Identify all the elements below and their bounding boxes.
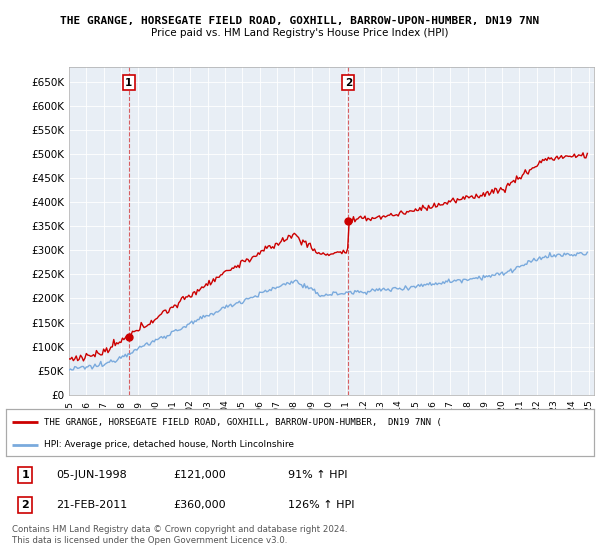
Text: 1: 1 xyxy=(125,78,133,87)
Text: £121,000: £121,000 xyxy=(173,470,226,480)
Text: £360,000: £360,000 xyxy=(173,500,226,510)
Text: 2: 2 xyxy=(345,78,352,87)
Text: 126% ↑ HPI: 126% ↑ HPI xyxy=(288,500,355,510)
Text: Price paid vs. HM Land Registry's House Price Index (HPI): Price paid vs. HM Land Registry's House … xyxy=(151,28,449,38)
Text: THE GRANGE, HORSEGATE FIELD ROAD, GOXHILL, BARROW-UPON-HUMBER,  DN19 7NN (: THE GRANGE, HORSEGATE FIELD ROAD, GOXHIL… xyxy=(44,418,442,427)
Text: 21-FEB-2011: 21-FEB-2011 xyxy=(56,500,127,510)
Text: 91% ↑ HPI: 91% ↑ HPI xyxy=(288,470,348,480)
Text: 1: 1 xyxy=(22,470,29,480)
Text: THE GRANGE, HORSEGATE FIELD ROAD, GOXHILL, BARROW-UPON-HUMBER, DN19 7NN: THE GRANGE, HORSEGATE FIELD ROAD, GOXHIL… xyxy=(61,16,539,26)
Text: HPI: Average price, detached house, North Lincolnshire: HPI: Average price, detached house, Nort… xyxy=(44,440,294,449)
Text: 2: 2 xyxy=(22,500,29,510)
Text: Contains HM Land Registry data © Crown copyright and database right 2024.
This d: Contains HM Land Registry data © Crown c… xyxy=(12,525,347,545)
Text: 05-JUN-1998: 05-JUN-1998 xyxy=(56,470,127,480)
